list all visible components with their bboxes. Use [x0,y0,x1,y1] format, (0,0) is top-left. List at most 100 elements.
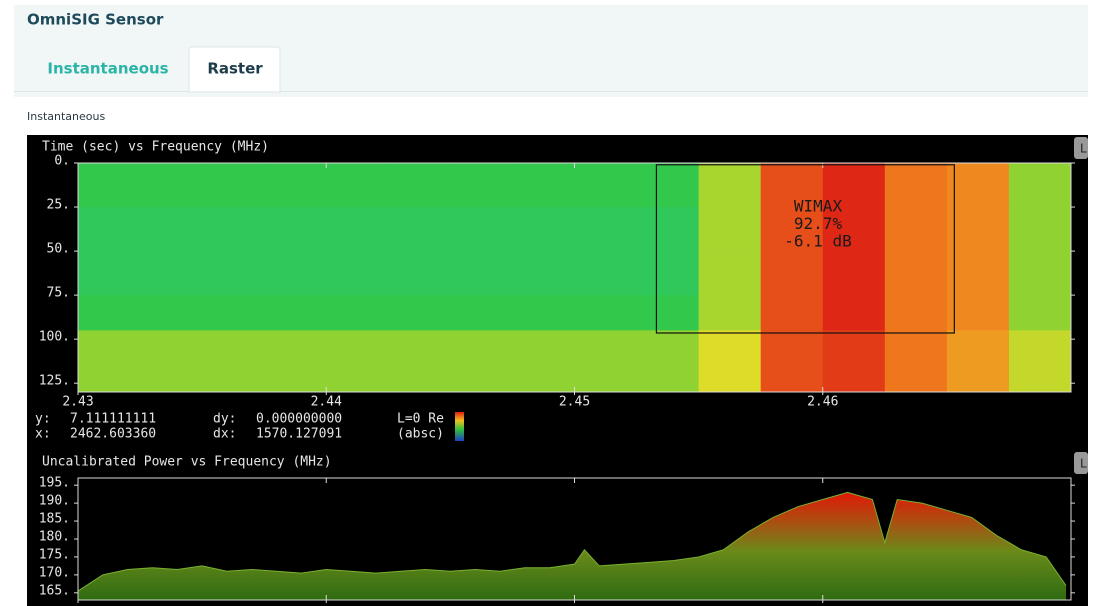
heat-cell [512,207,575,252]
x-tick-label: 2.46 [807,395,838,410]
heat-cell [326,330,389,392]
heat-cell [388,330,451,392]
heat-cell [202,330,265,392]
heat-cell [326,207,389,252]
heat-cell [761,295,824,331]
heat-cell [450,330,513,392]
readout-value: 2462.603360 [70,427,156,442]
heat-cell [1009,207,1072,252]
heat-cell [264,295,327,331]
heat-cell [78,207,141,252]
heat-cell [947,207,1010,252]
y-tick-label: 0. [54,154,70,169]
readout-label: dy: [213,412,236,427]
y-tick-label: 165. [39,583,70,598]
heat-cell [885,163,948,208]
annotation-text: 92.7% [794,214,843,233]
heat-cell [140,163,203,208]
heat-cell [202,295,265,331]
heat-cell [326,295,389,331]
heat-cell [512,251,575,296]
heat-cell [512,330,575,392]
y-tick-label: 170. [39,565,70,580]
heat-cell [140,295,203,331]
heat-cell [264,251,327,296]
header-panel [14,5,1088,97]
heat-cell [699,295,762,331]
heat-cell [637,207,700,252]
heat-cell [264,163,327,208]
y-tick-label: 175. [39,547,70,562]
heat-cell [512,295,575,331]
x-tick-label: 2.44 [311,395,342,410]
readout-label: x: [35,427,51,442]
x-tick-label: 2.43 [62,395,93,410]
heat-cell [450,207,513,252]
heat-cell [823,251,886,296]
readout-value: 0.000000000 [256,412,342,427]
heat-cell [326,163,389,208]
readout-label: y: [35,412,51,427]
screen: OmniSIG Sensor Instantaneous Raster Inst… [0,0,1100,606]
heat-cell [761,251,824,296]
chart-title: Time (sec) vs Frequency (MHz) [42,140,269,155]
heat-cell [450,251,513,296]
tab[interactable]: Raster [207,60,263,78]
heat-cell [264,207,327,252]
y-tick-label: 180. [39,530,70,545]
section-label: Instantaneous [27,110,105,123]
app-title: OmniSIG Sensor [27,11,164,29]
heat-cell [1009,163,1072,208]
heat-cell [947,330,1010,392]
heat-cell [78,251,141,296]
heat-cell [388,163,451,208]
heat-cell [885,295,948,331]
heat-cell [140,207,203,252]
heat-cell [885,330,948,392]
heat-cell [637,330,700,392]
y-tick-label: 100. [39,330,70,345]
heat-cell [202,251,265,296]
heat-cell [699,330,762,392]
heat-cell [761,330,824,392]
heat-cell [450,163,513,208]
annotation-text: WIMAX [794,197,843,216]
heat-cell [388,207,451,252]
heat-cell [78,295,141,331]
heat-cell [1009,330,1072,392]
y-tick-label: 25. [47,198,70,213]
tab[interactable]: Instantaneous [47,60,168,78]
readout-value: 7.111111111 [70,412,156,427]
heat-cell [823,295,886,331]
heat-cell [78,163,141,208]
heat-cell [202,207,265,252]
readout-label: dx: [213,427,236,442]
heat-cell [947,251,1010,296]
heat-cell [326,251,389,296]
colorbar-label: (absc) [397,427,444,442]
heat-cell [699,163,762,208]
heat-cell [637,295,700,331]
y-tick-label: 75. [47,286,70,301]
heat-cell [450,295,513,331]
heat-cell [885,251,948,296]
plot-button-label[interactable]: L [1080,142,1087,156]
heat-cell [575,330,638,392]
heat-cell [699,251,762,296]
readout-value: 1570.127091 [256,427,342,442]
y-tick-label: 195. [39,476,70,491]
y-tick-label: 125. [39,374,70,389]
heat-cell [947,163,1010,208]
y-tick-label: 190. [39,494,70,509]
colorbar-label: L=0 Re [397,412,444,427]
heat-cell [202,163,265,208]
heat-cell [140,251,203,296]
heat-cell [140,330,203,392]
heat-cell [575,207,638,252]
heat-cell [637,163,700,208]
colorbar [455,412,464,441]
plot-button-label[interactable]: L [1080,457,1087,471]
y-tick-label: 50. [47,242,70,257]
heat-cell [947,295,1010,331]
heat-cell [1009,295,1072,331]
